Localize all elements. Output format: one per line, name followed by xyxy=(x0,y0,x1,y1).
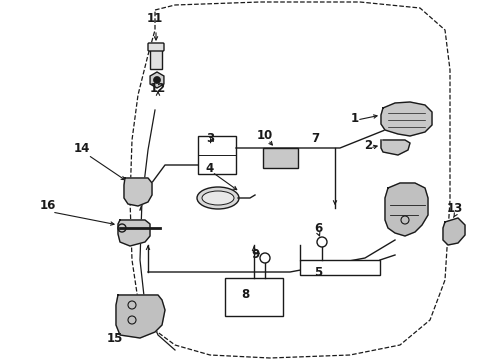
Bar xyxy=(150,47,162,69)
Ellipse shape xyxy=(197,187,239,209)
Text: 4: 4 xyxy=(206,162,214,175)
Text: 13: 13 xyxy=(447,202,463,215)
Text: 10: 10 xyxy=(257,129,273,141)
Polygon shape xyxy=(116,295,165,338)
Bar xyxy=(198,136,236,174)
Polygon shape xyxy=(381,140,410,155)
Polygon shape xyxy=(118,220,150,246)
Polygon shape xyxy=(124,178,152,206)
Text: 1: 1 xyxy=(351,112,359,125)
Bar xyxy=(263,148,298,168)
Polygon shape xyxy=(381,102,432,136)
FancyBboxPatch shape xyxy=(148,43,164,51)
Polygon shape xyxy=(385,183,428,236)
Ellipse shape xyxy=(202,191,234,205)
Text: 11: 11 xyxy=(147,12,163,24)
Text: 8: 8 xyxy=(241,288,249,302)
Text: 5: 5 xyxy=(314,266,322,279)
Circle shape xyxy=(153,77,161,84)
Bar xyxy=(225,278,283,316)
Text: 14: 14 xyxy=(74,141,90,154)
Text: 7: 7 xyxy=(311,131,319,144)
Text: 12: 12 xyxy=(150,81,166,95)
Polygon shape xyxy=(443,218,465,245)
Bar xyxy=(300,260,380,275)
Text: 6: 6 xyxy=(314,221,322,234)
Text: 15: 15 xyxy=(107,332,123,345)
Text: 16: 16 xyxy=(40,198,56,212)
Text: 3: 3 xyxy=(206,131,214,144)
Text: 2: 2 xyxy=(364,139,372,152)
Text: 9: 9 xyxy=(251,248,259,261)
